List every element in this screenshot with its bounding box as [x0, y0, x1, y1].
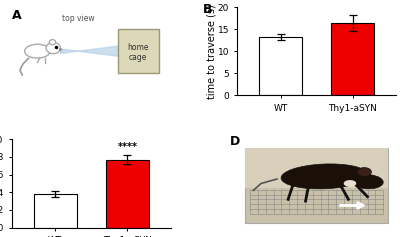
- Bar: [106, 160, 149, 228]
- Bar: [118, 28, 159, 73]
- Ellipse shape: [25, 44, 50, 58]
- Ellipse shape: [344, 181, 356, 186]
- Text: ****: ****: [118, 142, 138, 152]
- Text: top view: top view: [62, 14, 95, 23]
- Ellipse shape: [281, 164, 368, 189]
- Bar: [331, 23, 374, 95]
- Bar: [259, 37, 302, 95]
- Text: B: B: [202, 3, 212, 16]
- Circle shape: [46, 42, 60, 54]
- Bar: [34, 194, 77, 228]
- Ellipse shape: [352, 175, 383, 189]
- Ellipse shape: [357, 168, 372, 176]
- Text: D: D: [229, 135, 240, 148]
- Bar: [245, 148, 388, 223]
- Text: A: A: [12, 9, 22, 22]
- Polygon shape: [60, 46, 118, 56]
- Bar: [245, 148, 388, 188]
- Circle shape: [49, 40, 56, 45]
- Y-axis label: time to traverse (s): time to traverse (s): [206, 4, 216, 99]
- Text: home
cage: home cage: [127, 43, 149, 62]
